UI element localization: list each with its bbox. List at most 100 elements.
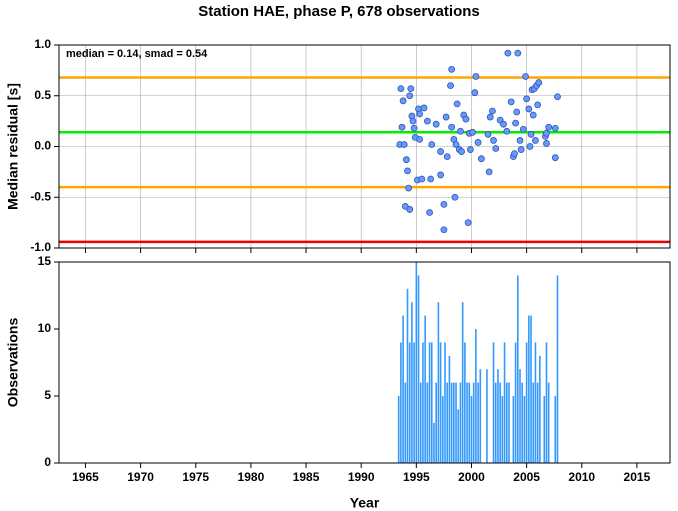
bar xyxy=(415,262,418,463)
annotation: median = 0.14, smad = 0.54 xyxy=(66,48,208,60)
data-point xyxy=(406,92,414,100)
bar xyxy=(468,382,471,463)
y-axis-label: Median residual [s] xyxy=(5,83,21,210)
data-point xyxy=(405,184,413,192)
data-point xyxy=(534,101,542,109)
y-tick-label: 0.5 xyxy=(34,88,51,102)
bar xyxy=(499,382,501,463)
chart-title: Station HAE, phase P, 678 observations xyxy=(198,3,479,20)
data-point xyxy=(469,128,476,136)
y-tick-label: 1.0 xyxy=(34,37,51,51)
data-point xyxy=(418,175,426,183)
data-point xyxy=(426,209,433,216)
bar xyxy=(547,382,550,463)
bar xyxy=(404,382,407,463)
data-point xyxy=(447,82,454,89)
bar xyxy=(512,396,515,463)
data-point xyxy=(409,117,417,125)
bar xyxy=(521,382,524,463)
data-point xyxy=(437,171,444,179)
x-tick-label: 1990 xyxy=(348,470,375,484)
data-point xyxy=(490,137,497,144)
data-point xyxy=(504,49,512,57)
x-tick-label: 1980 xyxy=(238,470,265,484)
x-tick-label: 1985 xyxy=(293,470,320,484)
data-point xyxy=(453,100,461,108)
data-point xyxy=(397,85,405,93)
data-point xyxy=(522,73,529,80)
bar xyxy=(453,382,455,463)
x-tick-label: 2000 xyxy=(458,470,485,484)
data-point xyxy=(462,115,470,123)
bar xyxy=(536,382,539,463)
bar xyxy=(479,369,482,463)
data-point xyxy=(551,154,559,162)
data-point xyxy=(485,168,493,176)
bar xyxy=(545,342,548,463)
data-point xyxy=(458,148,465,155)
x-tick-label: 1965 xyxy=(72,470,99,484)
bar xyxy=(439,342,442,463)
data-point xyxy=(503,127,511,135)
data-point xyxy=(529,111,537,119)
bar xyxy=(397,396,400,463)
bar xyxy=(501,396,504,463)
bar xyxy=(430,342,433,463)
data-point xyxy=(437,148,444,155)
data-point xyxy=(532,137,539,144)
bar xyxy=(413,342,415,463)
data-point xyxy=(526,143,534,150)
data-point xyxy=(511,150,518,158)
data-point xyxy=(471,89,479,97)
data-point xyxy=(440,200,448,208)
data-point xyxy=(443,153,451,161)
bar xyxy=(532,382,535,463)
data-point xyxy=(492,145,500,152)
data-point xyxy=(525,105,533,113)
data-point xyxy=(451,193,459,201)
bar xyxy=(514,342,517,463)
data-point xyxy=(428,141,436,148)
bar xyxy=(486,369,488,463)
y-tick-label: 10 xyxy=(38,321,52,335)
data-point xyxy=(416,135,424,143)
bar xyxy=(472,382,475,463)
data-point xyxy=(440,226,448,234)
bar xyxy=(457,409,460,463)
y-tick-label: -1.0 xyxy=(30,240,51,254)
y-tick-label: 5 xyxy=(44,388,51,402)
bar xyxy=(428,342,431,463)
data-point xyxy=(523,95,531,103)
x-tick-label: 1995 xyxy=(403,470,430,484)
bar xyxy=(475,329,477,463)
x-axis-label: Year xyxy=(350,495,380,511)
data-point xyxy=(551,124,559,132)
plot-frame xyxy=(58,44,671,249)
bar xyxy=(554,396,557,463)
data-point xyxy=(535,79,543,86)
bar xyxy=(508,382,510,463)
bar xyxy=(406,288,409,463)
data-point xyxy=(404,167,411,175)
bar xyxy=(446,382,449,463)
bar xyxy=(433,422,435,463)
bar xyxy=(437,302,440,463)
y-axis-label: Observations xyxy=(5,318,21,408)
data-point xyxy=(466,146,474,153)
data-point xyxy=(486,113,494,121)
bar xyxy=(461,302,464,463)
bar xyxy=(492,342,495,463)
plot-frame xyxy=(58,261,671,464)
data-point xyxy=(464,219,472,227)
data-point xyxy=(410,124,418,132)
bar xyxy=(519,369,521,463)
data-point xyxy=(452,141,460,148)
bar xyxy=(419,382,422,463)
data-point xyxy=(442,113,450,121)
bar xyxy=(417,275,420,463)
bar xyxy=(455,382,457,463)
data-point xyxy=(512,119,519,127)
data-point xyxy=(519,125,527,133)
data-point xyxy=(554,93,561,101)
data-point xyxy=(423,117,431,125)
